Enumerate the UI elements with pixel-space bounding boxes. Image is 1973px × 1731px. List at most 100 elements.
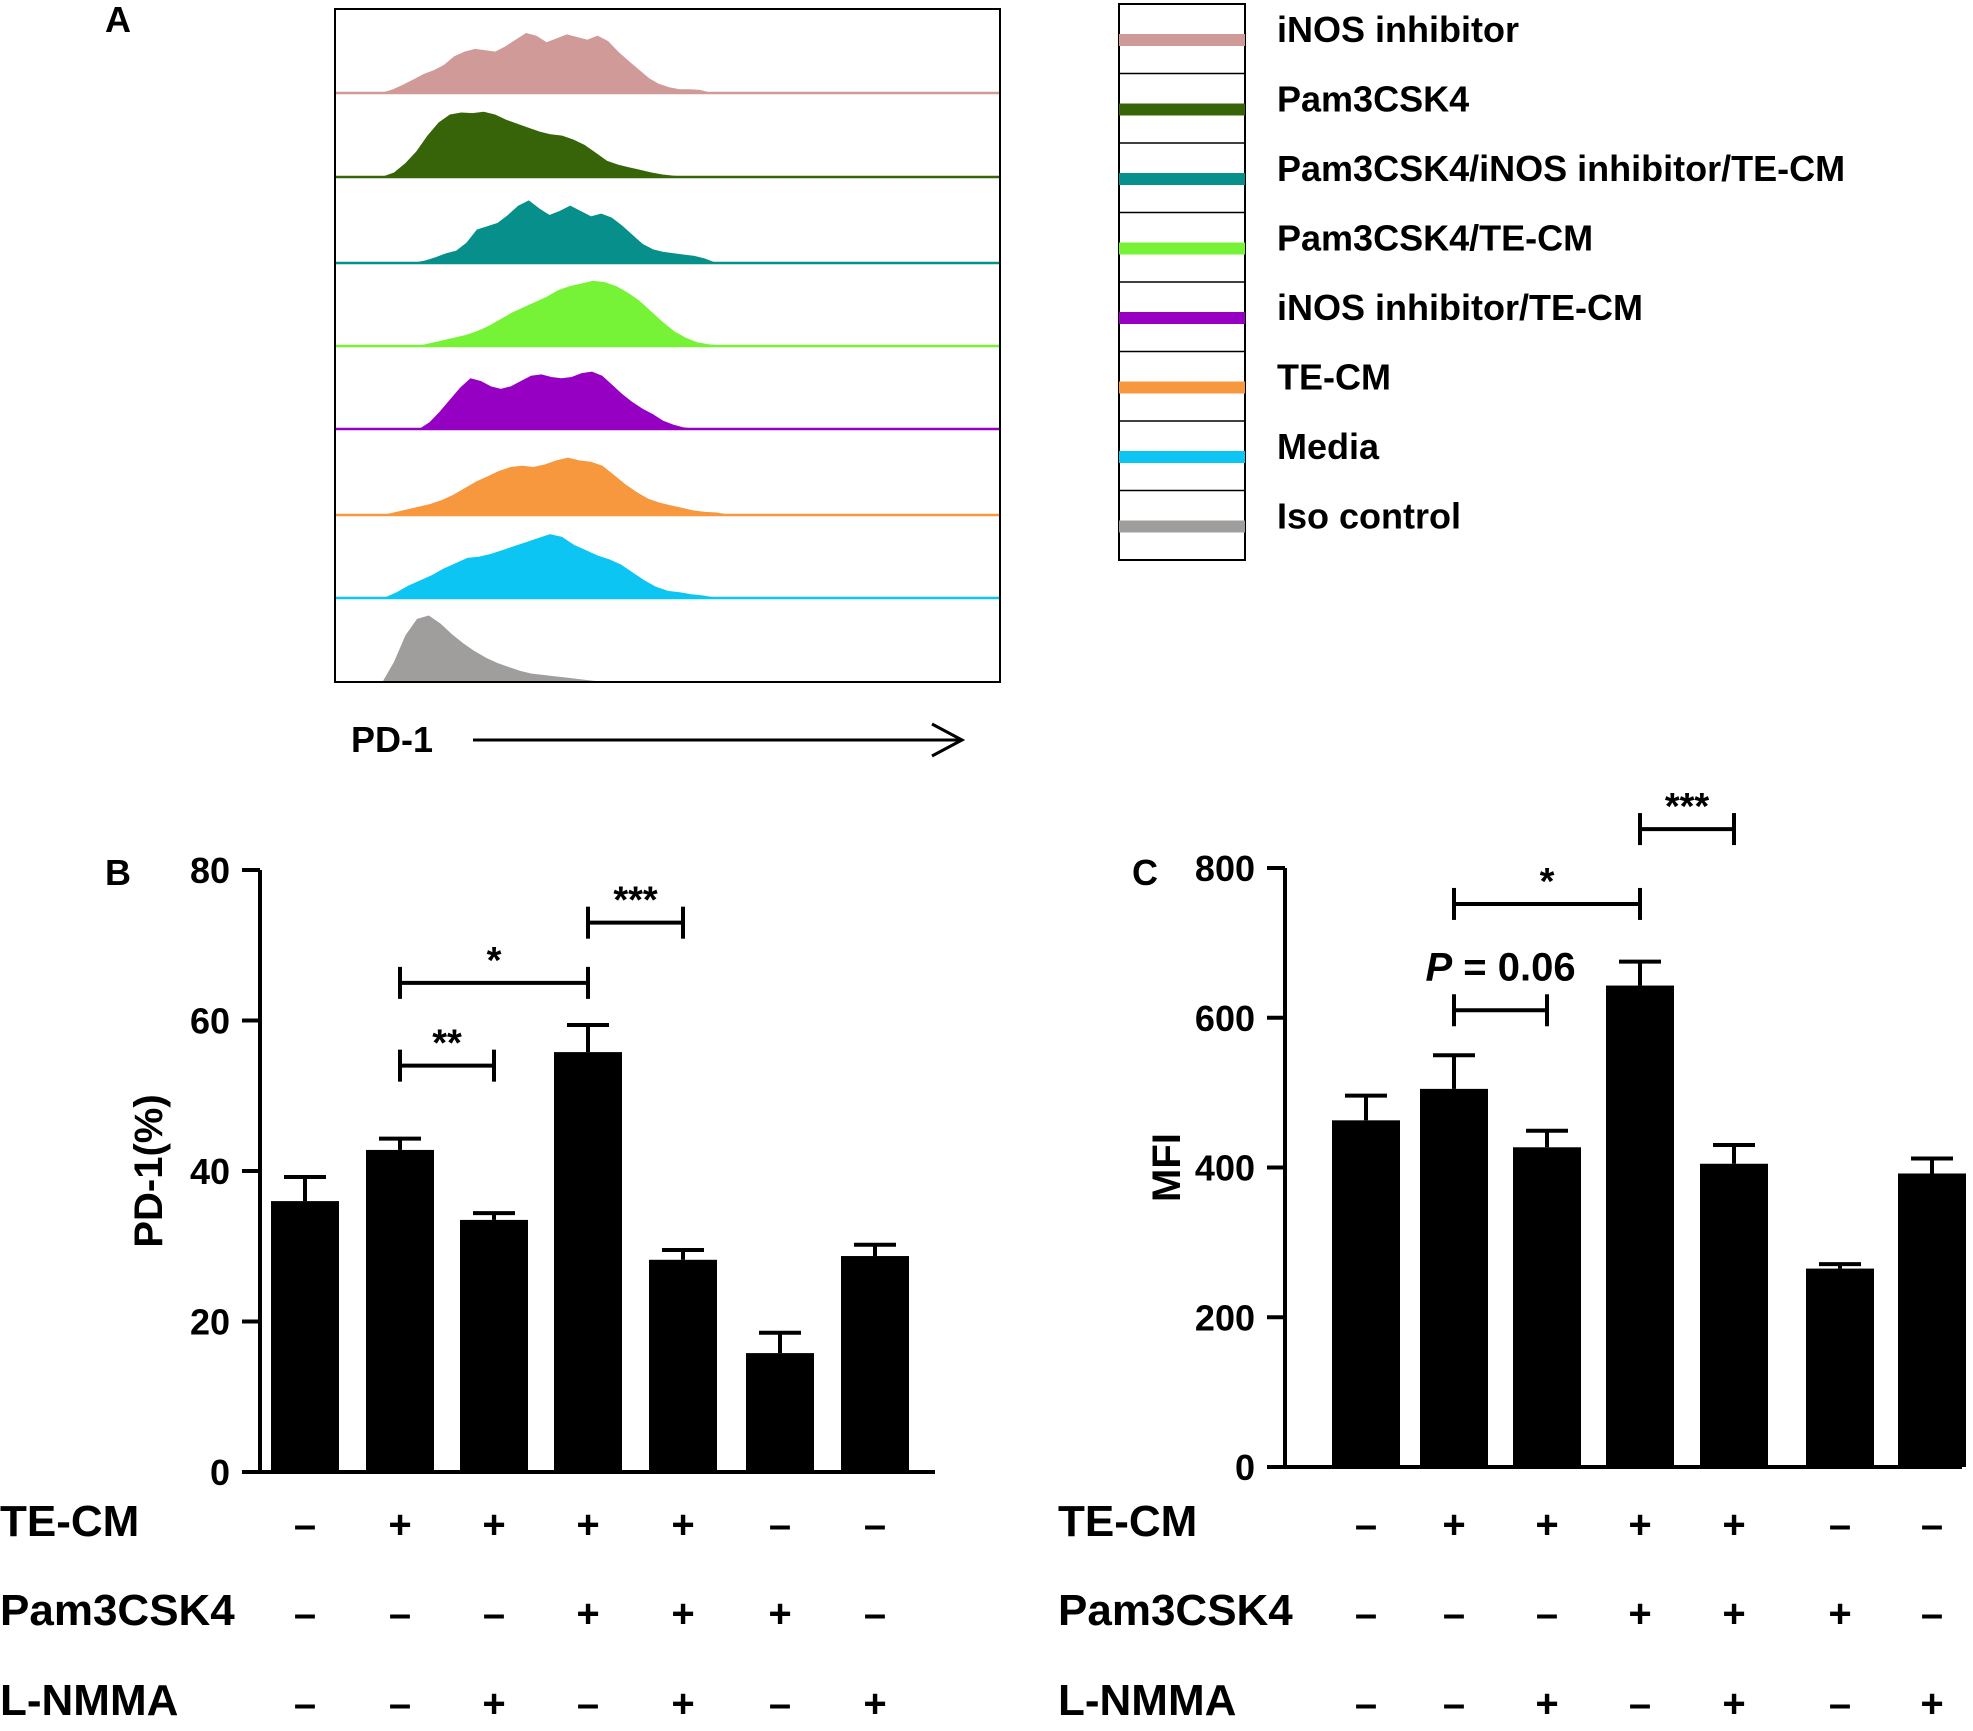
histogram-curve (384, 534, 716, 599)
condition-sign: – (1443, 1682, 1465, 1726)
significance-bracket: P = 0.06 (1425, 945, 1576, 1027)
bar (366, 1149, 434, 1472)
condition-sign: + (576, 1592, 599, 1636)
condition-sign: – (389, 1592, 411, 1636)
histogram-stack (335, 33, 1000, 683)
condition-sign: + (671, 1592, 694, 1636)
condition-sign: – (389, 1682, 411, 1726)
condition-sign: + (863, 1682, 886, 1726)
legend-label: iNOS inhibitor (1277, 9, 1519, 50)
condition-sign: + (1628, 1503, 1651, 1547)
condition-sign: + (388, 1503, 411, 1547)
legend-label: Media (1277, 426, 1380, 467)
condition-sign: – (769, 1503, 791, 1547)
condition-sign: + (1828, 1592, 1851, 1636)
histogram-3 (335, 200, 1000, 265)
condition-row: TE-CM – + + + + – – (0, 1497, 886, 1547)
condition-sign: + (1722, 1592, 1745, 1636)
y-tick-label: 800 (1195, 848, 1255, 889)
condition-sign: – (294, 1503, 316, 1547)
condition-sign: + (1442, 1503, 1465, 1547)
condition-sign: + (1535, 1682, 1558, 1726)
bar (1806, 1268, 1874, 1467)
legend-label: Pam3CSK4 (1277, 79, 1469, 120)
condition-sign: – (1921, 1592, 1943, 1636)
condition-label: TE-CM (0, 1497, 139, 1546)
legend-label: Pam3CSK4/iNOS inhibitor/TE-CM (1277, 148, 1845, 189)
condition-sign: + (1535, 1503, 1558, 1547)
condition-row: L-NMMA – – + – + – + (1058, 1676, 1944, 1726)
bar (1513, 1147, 1581, 1467)
y-tick-label: 0 (1235, 1447, 1255, 1488)
condition-label: TE-CM (1058, 1497, 1197, 1546)
legend-label: Pam3CSK4/TE-CM (1277, 218, 1593, 259)
condition-label: L-NMMA (0, 1676, 178, 1725)
y-tick-label: 20 (190, 1302, 230, 1343)
legend-item: iNOS inhibitor/TE-CM (1119, 281, 1643, 328)
condition-sign: – (483, 1592, 505, 1636)
condition-sign: – (1355, 1682, 1377, 1726)
significance-bracket: ** (398, 1023, 496, 1082)
condition-label: Pam3CSK4 (0, 1586, 235, 1635)
histogram-5 (335, 371, 1000, 431)
legend: iNOS inhibitor Pam3CSK4 Pam3CSK4/iNOS inhi… (1118, 3, 1845, 561)
panel-letter: C (1132, 852, 1158, 893)
pd1-axis-label: PD-1 (351, 719, 433, 760)
histogram-frame (334, 8, 1001, 683)
legend-item: Iso control (1119, 489, 1461, 537)
histogram-curve (382, 111, 686, 178)
significance-label: *** (1665, 786, 1710, 828)
significance-label: ** (432, 1023, 462, 1065)
panel-a: A PD-1 (105, 0, 1001, 760)
condition-sign: + (1628, 1592, 1651, 1636)
condition-sign: – (864, 1592, 886, 1636)
y-axis-label: PD-1(%) (127, 1094, 171, 1247)
condition-label: L-NMMA (1058, 1676, 1236, 1725)
condition-sign: – (294, 1682, 316, 1726)
legend-item: Pam3CSK4/iNOS inhibitor/TE-CM (1119, 142, 1845, 189)
condition-sign: + (671, 1503, 694, 1547)
bar (841, 1256, 909, 1472)
histogram-6 (335, 457, 1000, 517)
significance-bracket: *** (1638, 786, 1736, 846)
y-tick-label: 600 (1195, 998, 1255, 1039)
histogram-curve (382, 615, 601, 683)
histogram-4 (335, 280, 1000, 348)
significance-label: *** (613, 880, 658, 922)
legend-item: TE-CM (1119, 350, 1391, 398)
bar (271, 1201, 339, 1472)
y-tick-label: 200 (1195, 1297, 1255, 1338)
condition-sign: + (576, 1503, 599, 1547)
condition-row: Pam3CSK4 – – – + + + – (0, 1586, 886, 1636)
legend-label: iNOS inhibitor/TE-CM (1277, 287, 1643, 328)
condition-sign: + (482, 1503, 505, 1547)
condition-sign: – (1629, 1682, 1651, 1726)
panel-a-letter: A (105, 0, 131, 40)
condition-sign: + (671, 1682, 694, 1726)
panel-letter: B (105, 852, 131, 893)
legend-item: Media (1119, 420, 1380, 467)
condition-sign: – (1921, 1503, 1943, 1547)
condition-row: Pam3CSK4 – – – + + + – (1058, 1586, 1943, 1636)
condition-sign: – (1829, 1503, 1851, 1547)
legend-label: Iso control (1277, 496, 1461, 537)
y-tick-label: 60 (190, 1001, 230, 1042)
condition-sign: – (1355, 1503, 1377, 1547)
condition-sign: – (577, 1682, 599, 1726)
bar (460, 1219, 528, 1472)
legend-item: Pam3CSK4/TE-CM (1119, 211, 1593, 259)
condition-sign: – (1443, 1592, 1465, 1636)
histogram-curve (384, 457, 729, 516)
histogram-curve (414, 200, 716, 264)
bar (1332, 1120, 1400, 1467)
histogram-1 (335, 33, 1000, 95)
condition-sign: + (1920, 1682, 1943, 1726)
significance-label: P = 0.06 (1425, 945, 1575, 989)
axis-arrow-icon (473, 722, 966, 758)
bar (1898, 1173, 1966, 1467)
condition-row: TE-CM – + + + + – – (1058, 1497, 1943, 1547)
y-axis-label: MFI (1145, 1133, 1189, 1202)
